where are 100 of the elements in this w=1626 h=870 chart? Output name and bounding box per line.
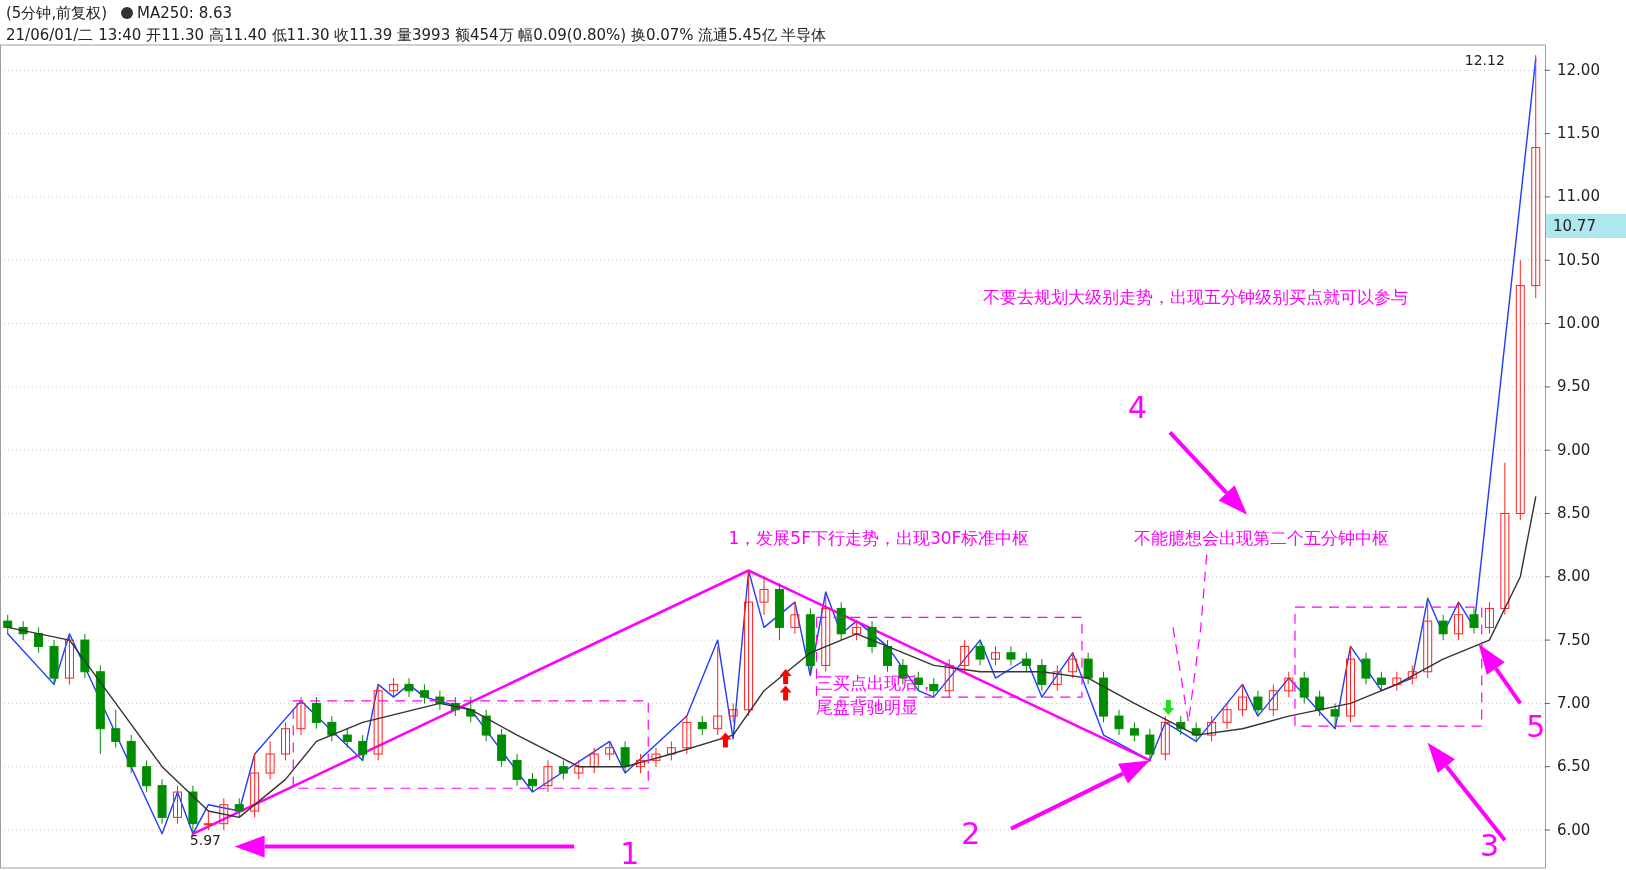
candlestick	[744, 569, 754, 717]
candlestick	[1484, 601, 1494, 635]
candlestick	[1376, 671, 1386, 692]
y-tick-label: 7.00	[1557, 693, 1591, 712]
candlestick	[111, 709, 121, 749]
candlestick	[620, 740, 630, 774]
candlestick	[975, 639, 985, 666]
annotation: 4	[1127, 390, 1148, 426]
candlestick	[1237, 683, 1247, 717]
annotation: 5.97	[189, 832, 222, 849]
y-tick-label: 9.00	[1557, 440, 1591, 459]
candlestick	[682, 715, 692, 755]
candlestick	[481, 709, 491, 742]
annotation: 不要去规划大级别走势，出现五分钟级别买点就可以参与	[983, 287, 1409, 308]
candlestick	[929, 677, 939, 698]
candlestick	[173, 785, 182, 825]
candlestick	[1500, 462, 1510, 616]
candlestick	[852, 620, 862, 641]
y-tick-label: 7.50	[1557, 630, 1591, 649]
candlestick	[1068, 652, 1078, 679]
candlestick	[991, 645, 1001, 666]
candlestick	[1407, 664, 1417, 685]
y-tick-label: 10.50	[1557, 250, 1600, 269]
candlestick	[1392, 671, 1402, 692]
candlestick	[558, 759, 568, 780]
candlestick	[1037, 658, 1047, 692]
candlestick	[1253, 690, 1263, 717]
annotation: 1，发展5F下行走势，出现30F标准中枢	[728, 527, 1030, 548]
candlestick	[1052, 664, 1062, 692]
chart-title: (5分钟,前复权)	[6, 4, 108, 22]
candlestick	[1160, 715, 1170, 761]
candlestick	[605, 740, 615, 761]
candlestick	[636, 753, 646, 774]
y-tick-label: 9.50	[1557, 377, 1591, 396]
candlestick	[311, 696, 321, 730]
y-tick-label: 11.50	[1557, 124, 1600, 143]
candlestick	[1083, 652, 1093, 685]
candlestick	[1268, 683, 1278, 717]
candlestick	[1021, 652, 1031, 673]
candlestick	[960, 639, 970, 673]
candlestick	[142, 759, 152, 793]
candlestick	[466, 696, 476, 723]
y-tick-label: 6.00	[1557, 820, 1591, 839]
candlestick	[1114, 709, 1124, 736]
candlestick	[543, 759, 553, 793]
annotation: 2	[961, 815, 981, 851]
candlestick	[574, 759, 584, 780]
candlestick	[759, 576, 769, 616]
candlestick	[1207, 715, 1217, 742]
candlestick	[1284, 671, 1294, 698]
candlestick	[64, 633, 74, 685]
candlestick	[1438, 614, 1448, 641]
annotation: 5	[1526, 709, 1546, 745]
candlestick	[867, 620, 877, 654]
y-tick-label: 10.00	[1557, 314, 1600, 333]
candlestick	[1006, 645, 1016, 666]
annotation: 12.12	[1464, 52, 1505, 69]
candlestick	[203, 810, 213, 831]
candlestick	[234, 797, 244, 818]
text: 10.77	[1553, 216, 1596, 235]
annotation: 3	[1479, 828, 1499, 864]
candlestick	[3, 614, 13, 635]
candlestick	[1315, 690, 1325, 717]
candlestick	[327, 715, 337, 742]
candlestick	[1299, 671, 1309, 704]
candlestick	[1515, 259, 1525, 521]
candlestick	[1423, 601, 1433, 679]
candlestick	[666, 740, 676, 761]
candlestick	[358, 734, 368, 761]
candlestick	[589, 747, 599, 774]
candlestick	[1145, 728, 1155, 761]
candlestick	[1222, 702, 1232, 730]
candlestick	[651, 747, 661, 768]
candlestick	[34, 626, 44, 654]
candlestick	[728, 702, 738, 723]
annotation: 尾盘背驰明显	[816, 697, 919, 718]
legend-label: MA250: 8.63	[137, 4, 233, 22]
candlestick	[435, 690, 445, 711]
candlestick	[882, 639, 892, 673]
y-tick-label: 8.00	[1557, 567, 1591, 586]
annotation: 不能臆想会出现第二个五分钟中枢	[1134, 527, 1390, 548]
candlestick	[419, 683, 429, 704]
y-tick-label: 11.00	[1557, 187, 1600, 206]
candlestick	[373, 683, 383, 761]
candlestick	[296, 696, 306, 736]
candlestick	[944, 658, 954, 698]
candlestick	[697, 715, 707, 736]
y-tick-label: 12.00	[1557, 60, 1600, 79]
chart-subtitle: 21/06/01/二 13:40 开11.30 高11.40 低11.30 收11.39 量3993 额454万 幅0.09(0.80%) 换0.07% 流通5.45亿 半导体	[6, 26, 827, 44]
candlestick	[404, 677, 414, 698]
y-tick-label: 6.50	[1557, 757, 1591, 776]
candlestick	[219, 797, 229, 831]
candlestick	[342, 728, 352, 749]
candlestick	[512, 753, 522, 787]
candlestick	[821, 595, 831, 673]
candlestick	[1469, 607, 1479, 635]
candlestick	[389, 677, 399, 698]
candlestick	[1330, 702, 1340, 730]
annotation: 1	[620, 835, 640, 870]
candlestick	[1346, 645, 1356, 723]
